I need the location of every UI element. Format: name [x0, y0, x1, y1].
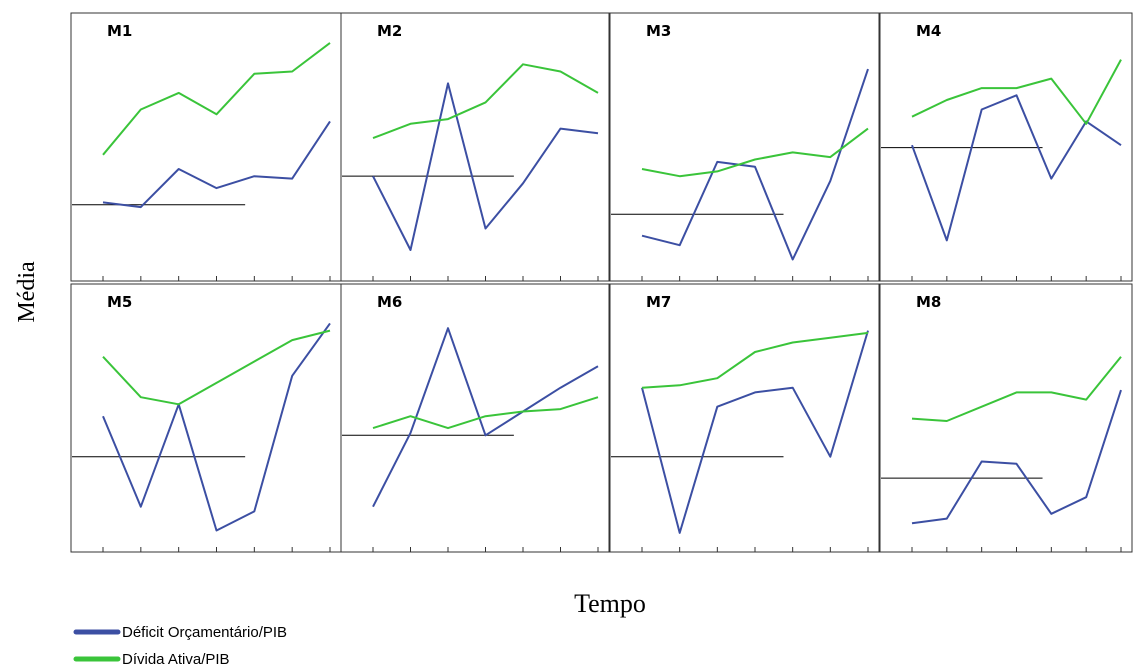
series-line-divida-m7	[641, 331, 869, 389]
panel-frame-m2	[340, 12, 610, 282]
series-line-divida-m1	[102, 42, 331, 156]
panel-frame-m5	[70, 283, 342, 553]
series-line-deficit-m2	[372, 82, 599, 251]
panel-title-m6: M6	[377, 293, 402, 311]
panel-m4: M4	[879, 12, 1133, 282]
panel-frame-m6	[340, 283, 610, 553]
panel-title-m4: M4	[916, 22, 941, 40]
panel-frame-m7	[609, 283, 880, 553]
series-line-divida-m2	[372, 63, 599, 140]
series-line-divida-m6	[372, 396, 599, 430]
panel-frame-m4	[879, 12, 1133, 282]
panel-title-m1: M1	[107, 22, 132, 40]
series-line-deficit-m5	[102, 322, 331, 532]
series-line-deficit-m6	[372, 327, 599, 508]
series-line-deficit-m7	[641, 330, 869, 534]
series-line-divida-m4	[911, 59, 1122, 125]
panel-title-m3: M3	[646, 22, 671, 40]
series-line-deficit-m1	[102, 120, 331, 209]
panel-frame-m8	[879, 283, 1133, 553]
series-line-divida-m5	[102, 329, 331, 406]
legend: Déficit Orçamentário/PIB Dívida Ativa/PI…	[73, 624, 287, 668]
legend-label-divida: Dívida Ativa/PIB	[122, 651, 230, 668]
series-line-deficit-m8	[911, 389, 1122, 525]
panel-title-m2: M2	[377, 22, 402, 40]
panel-m7: M7	[609, 283, 880, 553]
small-multiples-grid: M1 M2 M3 M4 M5 M6 M7 M8	[70, 12, 1133, 553]
y-axis-label: Média	[14, 261, 40, 323]
panel-title-m8: M8	[916, 293, 941, 311]
panel-title-m5: M5	[107, 293, 132, 311]
panel-m6: M6	[340, 283, 610, 553]
series-line-deficit-m3	[641, 68, 869, 261]
legend-label-deficit: Déficit Orçamentário/PIB	[122, 624, 287, 641]
panel-frame-m1	[70, 12, 342, 282]
panel-m3: M3	[609, 12, 880, 282]
panel-frame-m3	[609, 12, 880, 282]
panel-m8: M8	[879, 283, 1133, 553]
series-line-deficit-m4	[911, 94, 1122, 242]
panel-m2: M2	[340, 12, 610, 282]
panel-m5: M5	[70, 283, 342, 553]
series-line-divida-m8	[911, 356, 1122, 422]
panel-m1: M1	[70, 12, 342, 282]
series-line-divida-m3	[641, 127, 869, 178]
x-axis-label: Tempo	[574, 589, 646, 618]
panel-title-m7: M7	[646, 293, 671, 311]
